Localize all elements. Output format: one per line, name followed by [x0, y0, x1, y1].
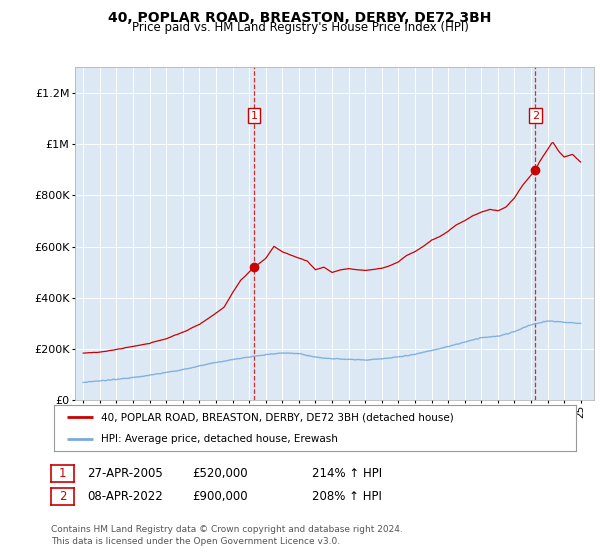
Text: 2: 2 [532, 110, 539, 120]
Text: 40, POPLAR ROAD, BREASTON, DERBY, DE72 3BH (detached house): 40, POPLAR ROAD, BREASTON, DERBY, DE72 3… [101, 412, 454, 422]
Text: £520,000: £520,000 [192, 466, 248, 480]
Text: 1: 1 [59, 466, 66, 480]
Text: 27-APR-2005: 27-APR-2005 [87, 466, 163, 480]
Text: 208% ↑ HPI: 208% ↑ HPI [312, 490, 382, 503]
Text: 1: 1 [251, 110, 257, 120]
Text: £900,000: £900,000 [192, 490, 248, 503]
Text: Price paid vs. HM Land Registry's House Price Index (HPI): Price paid vs. HM Land Registry's House … [131, 21, 469, 34]
Text: 2: 2 [59, 490, 66, 503]
Text: 214% ↑ HPI: 214% ↑ HPI [312, 466, 382, 480]
Text: 08-APR-2022: 08-APR-2022 [87, 490, 163, 503]
Text: Contains HM Land Registry data © Crown copyright and database right 2024.
This d: Contains HM Land Registry data © Crown c… [51, 525, 403, 546]
Text: 40, POPLAR ROAD, BREASTON, DERBY, DE72 3BH: 40, POPLAR ROAD, BREASTON, DERBY, DE72 3… [109, 11, 491, 25]
Text: HPI: Average price, detached house, Erewash: HPI: Average price, detached house, Erew… [101, 435, 338, 444]
